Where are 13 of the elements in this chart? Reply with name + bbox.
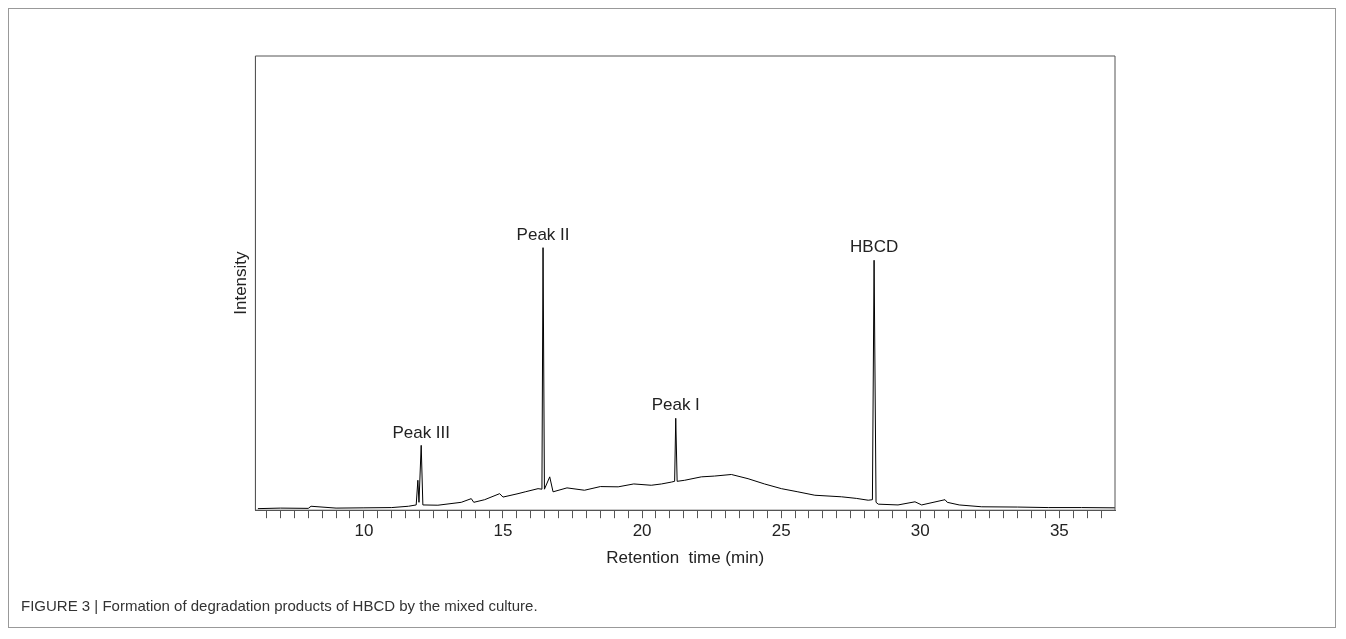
annotation: Peak II (516, 224, 570, 244)
x-tick-label: 35 (1049, 521, 1069, 541)
annotation: HBCD (850, 237, 899, 257)
x-tick-label: 30 (910, 521, 930, 541)
y-axis-title: Intensity (230, 250, 250, 315)
x-tick-label: 10 (354, 521, 374, 541)
annotation: Peak I (651, 395, 700, 415)
caption: FIGURE 3 | Formation of degradation products of HBCD by the mixed culture. (21, 597, 538, 614)
x-tick-label: 25 (771, 521, 791, 541)
x-tick-label: 20 (632, 521, 652, 541)
x-tick-label: 15 (493, 521, 513, 541)
x-axis-title: Retention time (min) (606, 548, 765, 568)
annotation: Peak III (392, 422, 451, 442)
